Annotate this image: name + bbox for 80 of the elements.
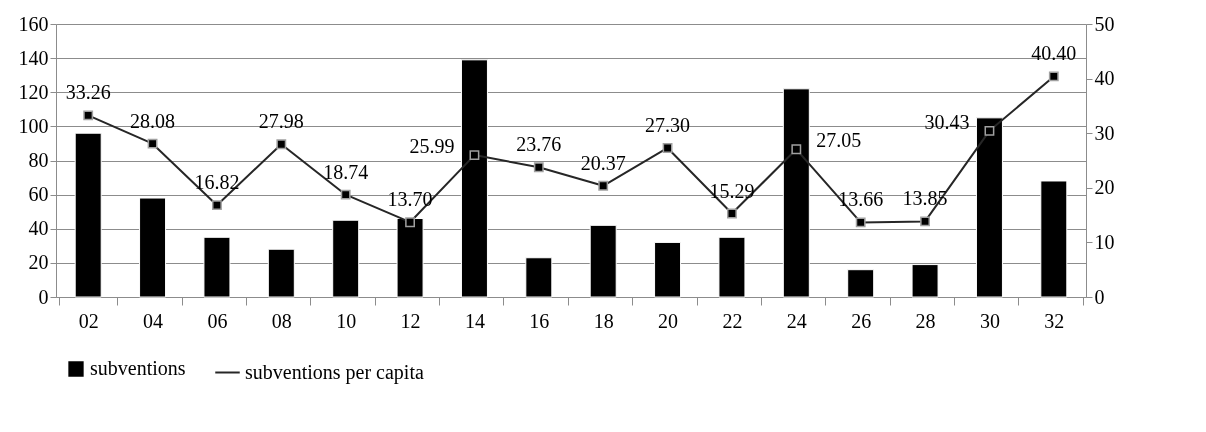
data-label: 13.66 [838,188,884,211]
point [727,208,737,219]
point [405,217,415,228]
point [855,217,866,228]
y-tick-label: 80 [28,149,49,171]
data-label: 23.76 [516,133,562,156]
x-tick-label: 28 [915,309,936,332]
data-label: 40.40 [1031,42,1077,65]
x-tick-label: 04 [143,309,164,332]
bar [396,218,424,298]
point [920,216,930,227]
point [147,138,158,149]
x-tick-label: 08 [271,309,292,332]
bar [782,88,810,298]
point [598,180,609,191]
data-label: 28.08 [130,109,176,132]
bar [139,197,167,298]
bar [74,132,102,298]
bar [460,59,488,298]
x-tick-label: 12 [400,309,421,332]
y2-tick-label: 10 [1094,230,1115,253]
bar [332,219,360,298]
x-tick-label: 02 [78,309,99,332]
legend-label: subventions per capita [245,360,424,384]
y-tick-label: 120 [18,80,49,103]
data-label: 25.99 [409,135,455,158]
y-tick-label: 40 [28,217,49,240]
y-tick-label: 140 [18,46,49,69]
data-label: 16.82 [194,171,240,194]
y-tick-label: 160 [18,12,49,35]
x-tick-label: 24 [786,309,807,332]
point [662,143,673,153]
data-label: 27.98 [258,110,304,133]
x-tick-label: 16 [529,309,550,332]
point [1048,71,1059,82]
bar [718,236,746,298]
y2-tick-label: 50 [1094,12,1115,35]
y2-tick-label: 20 [1094,176,1115,199]
bar [654,241,682,298]
bar [267,248,295,298]
x-tick-label: 30 [979,309,1000,332]
point [533,162,544,173]
point [83,110,94,121]
legend-label: subventions [90,357,186,379]
point [276,139,287,150]
data-label: 30.43 [924,110,970,133]
x-tick-label: 26 [851,309,872,332]
y2-tick-label: 30 [1094,121,1115,144]
point [791,144,802,155]
bar [589,224,617,298]
bar [1040,180,1068,298]
data-label: 27.30 [645,113,691,136]
data-label: 27.05 [816,129,862,152]
y-tick-label: 0 [38,285,49,308]
bar [203,236,231,298]
x-tick-label: 20 [658,309,679,332]
y-tick-label: 20 [28,251,49,274]
point [340,189,351,200]
data-label: 18.74 [323,160,369,183]
point [984,125,995,136]
point [469,150,480,161]
x-tick-label: 10 [336,309,357,332]
data-label: 15.29 [709,179,755,202]
x-tick-label: 18 [593,309,614,332]
x-tick-label: 06 [207,309,228,332]
point [212,200,222,211]
y-tick-label: 60 [28,183,49,206]
x-tick-label: 22 [722,309,743,332]
y2-tick-label: 0 [1094,285,1105,308]
bar [847,269,875,298]
data-label: 13.70 [387,188,433,211]
x-tick-label: 32 [1044,309,1065,332]
bar [525,257,553,298]
y2-tick-label: 40 [1094,67,1115,90]
data-label: 33.26 [65,81,111,104]
x-tick-label: 14 [464,309,485,332]
bar [975,117,1003,298]
y-tick-label: 100 [18,114,49,137]
data-label: 20.37 [580,151,626,174]
bar [911,264,939,298]
